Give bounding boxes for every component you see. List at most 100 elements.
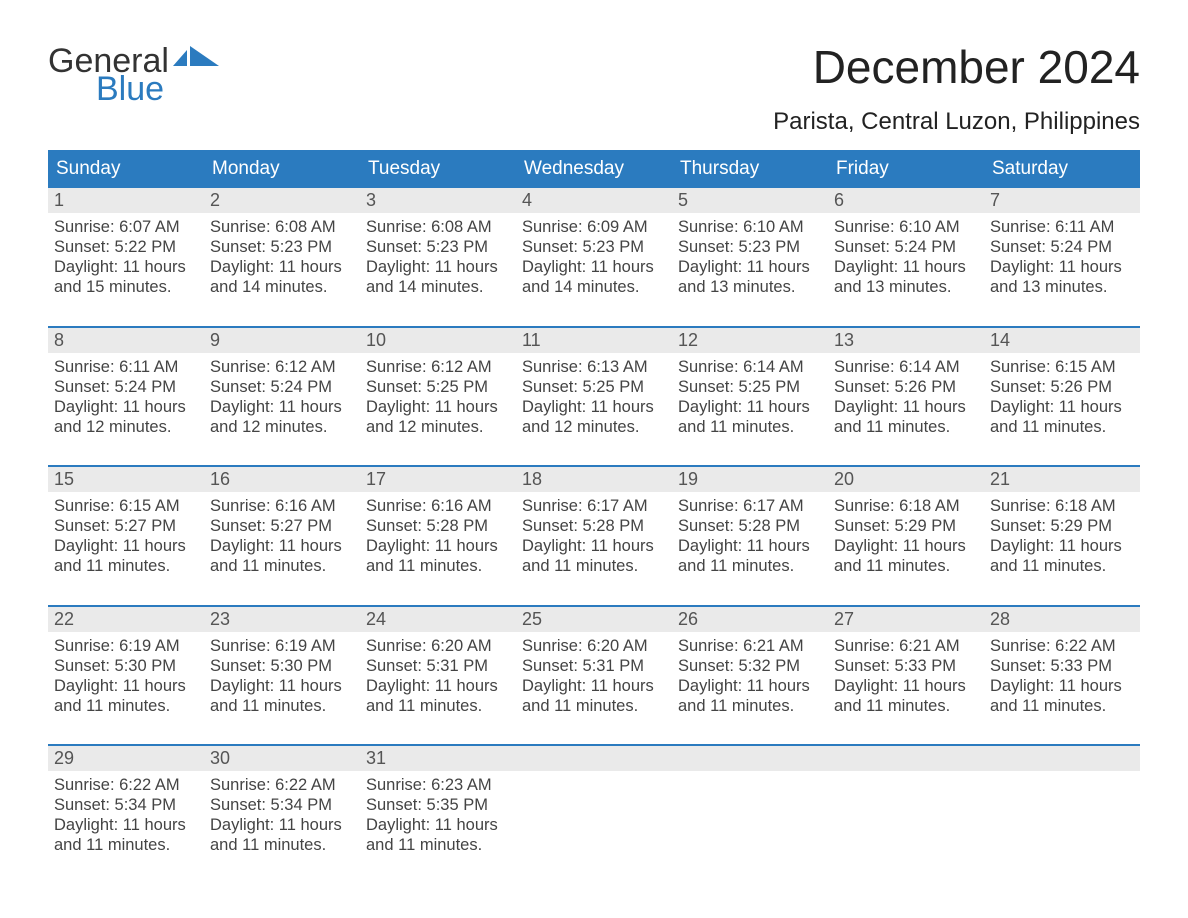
sunset-line: Sunset: 5:25 PM (366, 377, 510, 397)
day-body: Sunrise: 6:12 AMSunset: 5:25 PMDaylight:… (360, 353, 516, 442)
day-body: Sunrise: 6:15 AMSunset: 5:26 PMDaylight:… (984, 353, 1140, 442)
sunset-line: Sunset: 5:28 PM (366, 516, 510, 536)
daylight-line: Daylight: 11 hours and 12 minutes. (366, 397, 510, 437)
day-number: 28 (984, 607, 1140, 632)
sunrise-line: Sunrise: 6:22 AM (54, 775, 198, 795)
sunrise-line: Sunrise: 6:18 AM (834, 496, 978, 516)
sunset-line: Sunset: 5:29 PM (990, 516, 1134, 536)
sunset-line: Sunset: 5:22 PM (54, 237, 198, 257)
sunset-line: Sunset: 5:35 PM (366, 795, 510, 815)
day-number: 16 (204, 467, 360, 492)
calendar-day: 24Sunrise: 6:20 AMSunset: 5:31 PMDayligh… (360, 607, 516, 721)
day-body: Sunrise: 6:14 AMSunset: 5:26 PMDaylight:… (828, 353, 984, 442)
calendar-day: 11Sunrise: 6:13 AMSunset: 5:25 PMDayligh… (516, 328, 672, 442)
calendar-day: 5Sunrise: 6:10 AMSunset: 5:23 PMDaylight… (672, 188, 828, 302)
daylight-line: Daylight: 11 hours and 11 minutes. (834, 536, 978, 576)
day-body: Sunrise: 6:13 AMSunset: 5:25 PMDaylight:… (516, 353, 672, 442)
weekday-cell: Thursday (672, 150, 828, 188)
sunset-line: Sunset: 5:24 PM (54, 377, 198, 397)
day-body: Sunrise: 6:12 AMSunset: 5:24 PMDaylight:… (204, 353, 360, 442)
daylight-line: Daylight: 11 hours and 11 minutes. (834, 397, 978, 437)
sunset-line: Sunset: 5:23 PM (210, 237, 354, 257)
daylight-line: Daylight: 11 hours and 15 minutes. (54, 257, 198, 297)
weekday-cell: Tuesday (360, 150, 516, 188)
calendar-day: 2Sunrise: 6:08 AMSunset: 5:23 PMDaylight… (204, 188, 360, 302)
day-number: 3 (360, 188, 516, 213)
day-body: Sunrise: 6:19 AMSunset: 5:30 PMDaylight:… (204, 632, 360, 721)
calendar-day: 8Sunrise: 6:11 AMSunset: 5:24 PMDaylight… (48, 328, 204, 442)
daylight-line: Daylight: 11 hours and 11 minutes. (678, 536, 822, 576)
sunrise-line: Sunrise: 6:16 AM (366, 496, 510, 516)
calendar-day: 20Sunrise: 6:18 AMSunset: 5:29 PMDayligh… (828, 467, 984, 581)
day-number: 29 (48, 746, 204, 771)
sunset-line: Sunset: 5:30 PM (210, 656, 354, 676)
day-number: 4 (516, 188, 672, 213)
sunset-line: Sunset: 5:26 PM (990, 377, 1134, 397)
daylight-line: Daylight: 11 hours and 11 minutes. (990, 676, 1134, 716)
daylight-line: Daylight: 11 hours and 11 minutes. (522, 536, 666, 576)
calendar-day: 22Sunrise: 6:19 AMSunset: 5:30 PMDayligh… (48, 607, 204, 721)
daylight-line: Daylight: 11 hours and 11 minutes. (54, 676, 198, 716)
calendar-day: 29Sunrise: 6:22 AMSunset: 5:34 PMDayligh… (48, 746, 204, 860)
sunrise-line: Sunrise: 6:16 AM (210, 496, 354, 516)
day-body: Sunrise: 6:20 AMSunset: 5:31 PMDaylight:… (360, 632, 516, 721)
sunrise-line: Sunrise: 6:21 AM (678, 636, 822, 656)
calendar-day: 9Sunrise: 6:12 AMSunset: 5:24 PMDaylight… (204, 328, 360, 442)
day-body: Sunrise: 6:22 AMSunset: 5:34 PMDaylight:… (204, 771, 360, 860)
sunrise-line: Sunrise: 6:17 AM (522, 496, 666, 516)
day-number: 19 (672, 467, 828, 492)
day-body: Sunrise: 6:17 AMSunset: 5:28 PMDaylight:… (672, 492, 828, 581)
calendar-day (672, 746, 828, 860)
daylight-line: Daylight: 11 hours and 11 minutes. (54, 815, 198, 855)
calendar-day: 10Sunrise: 6:12 AMSunset: 5:25 PMDayligh… (360, 328, 516, 442)
day-body: Sunrise: 6:21 AMSunset: 5:32 PMDaylight:… (672, 632, 828, 721)
sunrise-line: Sunrise: 6:15 AM (54, 496, 198, 516)
sunrise-line: Sunrise: 6:15 AM (990, 357, 1134, 377)
sunrise-line: Sunrise: 6:10 AM (834, 217, 978, 237)
day-number: 24 (360, 607, 516, 632)
calendar-day: 3Sunrise: 6:08 AMSunset: 5:23 PMDaylight… (360, 188, 516, 302)
daylight-line: Daylight: 11 hours and 12 minutes. (522, 397, 666, 437)
day-body: Sunrise: 6:10 AMSunset: 5:24 PMDaylight:… (828, 213, 984, 302)
day-body: Sunrise: 6:10 AMSunset: 5:23 PMDaylight:… (672, 213, 828, 302)
sunset-line: Sunset: 5:31 PM (522, 656, 666, 676)
sunrise-line: Sunrise: 6:17 AM (678, 496, 822, 516)
sunrise-line: Sunrise: 6:07 AM (54, 217, 198, 237)
day-body: Sunrise: 6:23 AMSunset: 5:35 PMDaylight:… (360, 771, 516, 860)
calendar-day: 19Sunrise: 6:17 AMSunset: 5:28 PMDayligh… (672, 467, 828, 581)
brand-logo: General Blue (48, 40, 221, 106)
day-number: 20 (828, 467, 984, 492)
day-number (828, 746, 984, 771)
day-number: 1 (48, 188, 204, 213)
sunrise-line: Sunrise: 6:09 AM (522, 217, 666, 237)
sunset-line: Sunset: 5:26 PM (834, 377, 978, 397)
day-number (984, 746, 1140, 771)
day-body: Sunrise: 6:07 AMSunset: 5:22 PMDaylight:… (48, 213, 204, 302)
daylight-line: Daylight: 11 hours and 11 minutes. (990, 536, 1134, 576)
day-number: 7 (984, 188, 1140, 213)
daylight-line: Daylight: 11 hours and 11 minutes. (210, 815, 354, 855)
sunrise-line: Sunrise: 6:08 AM (366, 217, 510, 237)
sunset-line: Sunset: 5:24 PM (210, 377, 354, 397)
day-body: Sunrise: 6:18 AMSunset: 5:29 PMDaylight:… (828, 492, 984, 581)
day-body: Sunrise: 6:16 AMSunset: 5:27 PMDaylight:… (204, 492, 360, 581)
sunset-line: Sunset: 5:27 PM (210, 516, 354, 536)
sunrise-line: Sunrise: 6:11 AM (54, 357, 198, 377)
daylight-line: Daylight: 11 hours and 14 minutes. (210, 257, 354, 297)
sunset-line: Sunset: 5:23 PM (522, 237, 666, 257)
sunrise-line: Sunrise: 6:13 AM (522, 357, 666, 377)
daylight-line: Daylight: 11 hours and 11 minutes. (54, 536, 198, 576)
calendar-day: 23Sunrise: 6:19 AMSunset: 5:30 PMDayligh… (204, 607, 360, 721)
sunrise-line: Sunrise: 6:08 AM (210, 217, 354, 237)
calendar-day: 21Sunrise: 6:18 AMSunset: 5:29 PMDayligh… (984, 467, 1140, 581)
calendar-day: 16Sunrise: 6:16 AMSunset: 5:27 PMDayligh… (204, 467, 360, 581)
sunrise-line: Sunrise: 6:14 AM (834, 357, 978, 377)
day-number: 27 (828, 607, 984, 632)
sunset-line: Sunset: 5:25 PM (522, 377, 666, 397)
weekday-cell: Saturday (984, 150, 1140, 188)
title-block: December 2024 Parista, Central Luzon, Ph… (773, 40, 1140, 136)
sunrise-line: Sunrise: 6:19 AM (210, 636, 354, 656)
day-number: 23 (204, 607, 360, 632)
sunset-line: Sunset: 5:34 PM (210, 795, 354, 815)
daylight-line: Daylight: 11 hours and 11 minutes. (522, 676, 666, 716)
